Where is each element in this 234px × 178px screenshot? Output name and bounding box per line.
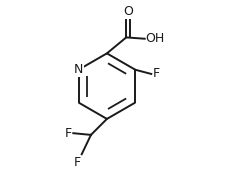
Text: OH: OH	[146, 32, 165, 45]
Text: F: F	[152, 67, 159, 80]
Text: F: F	[73, 156, 81, 169]
Text: O: O	[123, 5, 133, 18]
Text: N: N	[74, 63, 83, 76]
Text: F: F	[65, 127, 72, 140]
